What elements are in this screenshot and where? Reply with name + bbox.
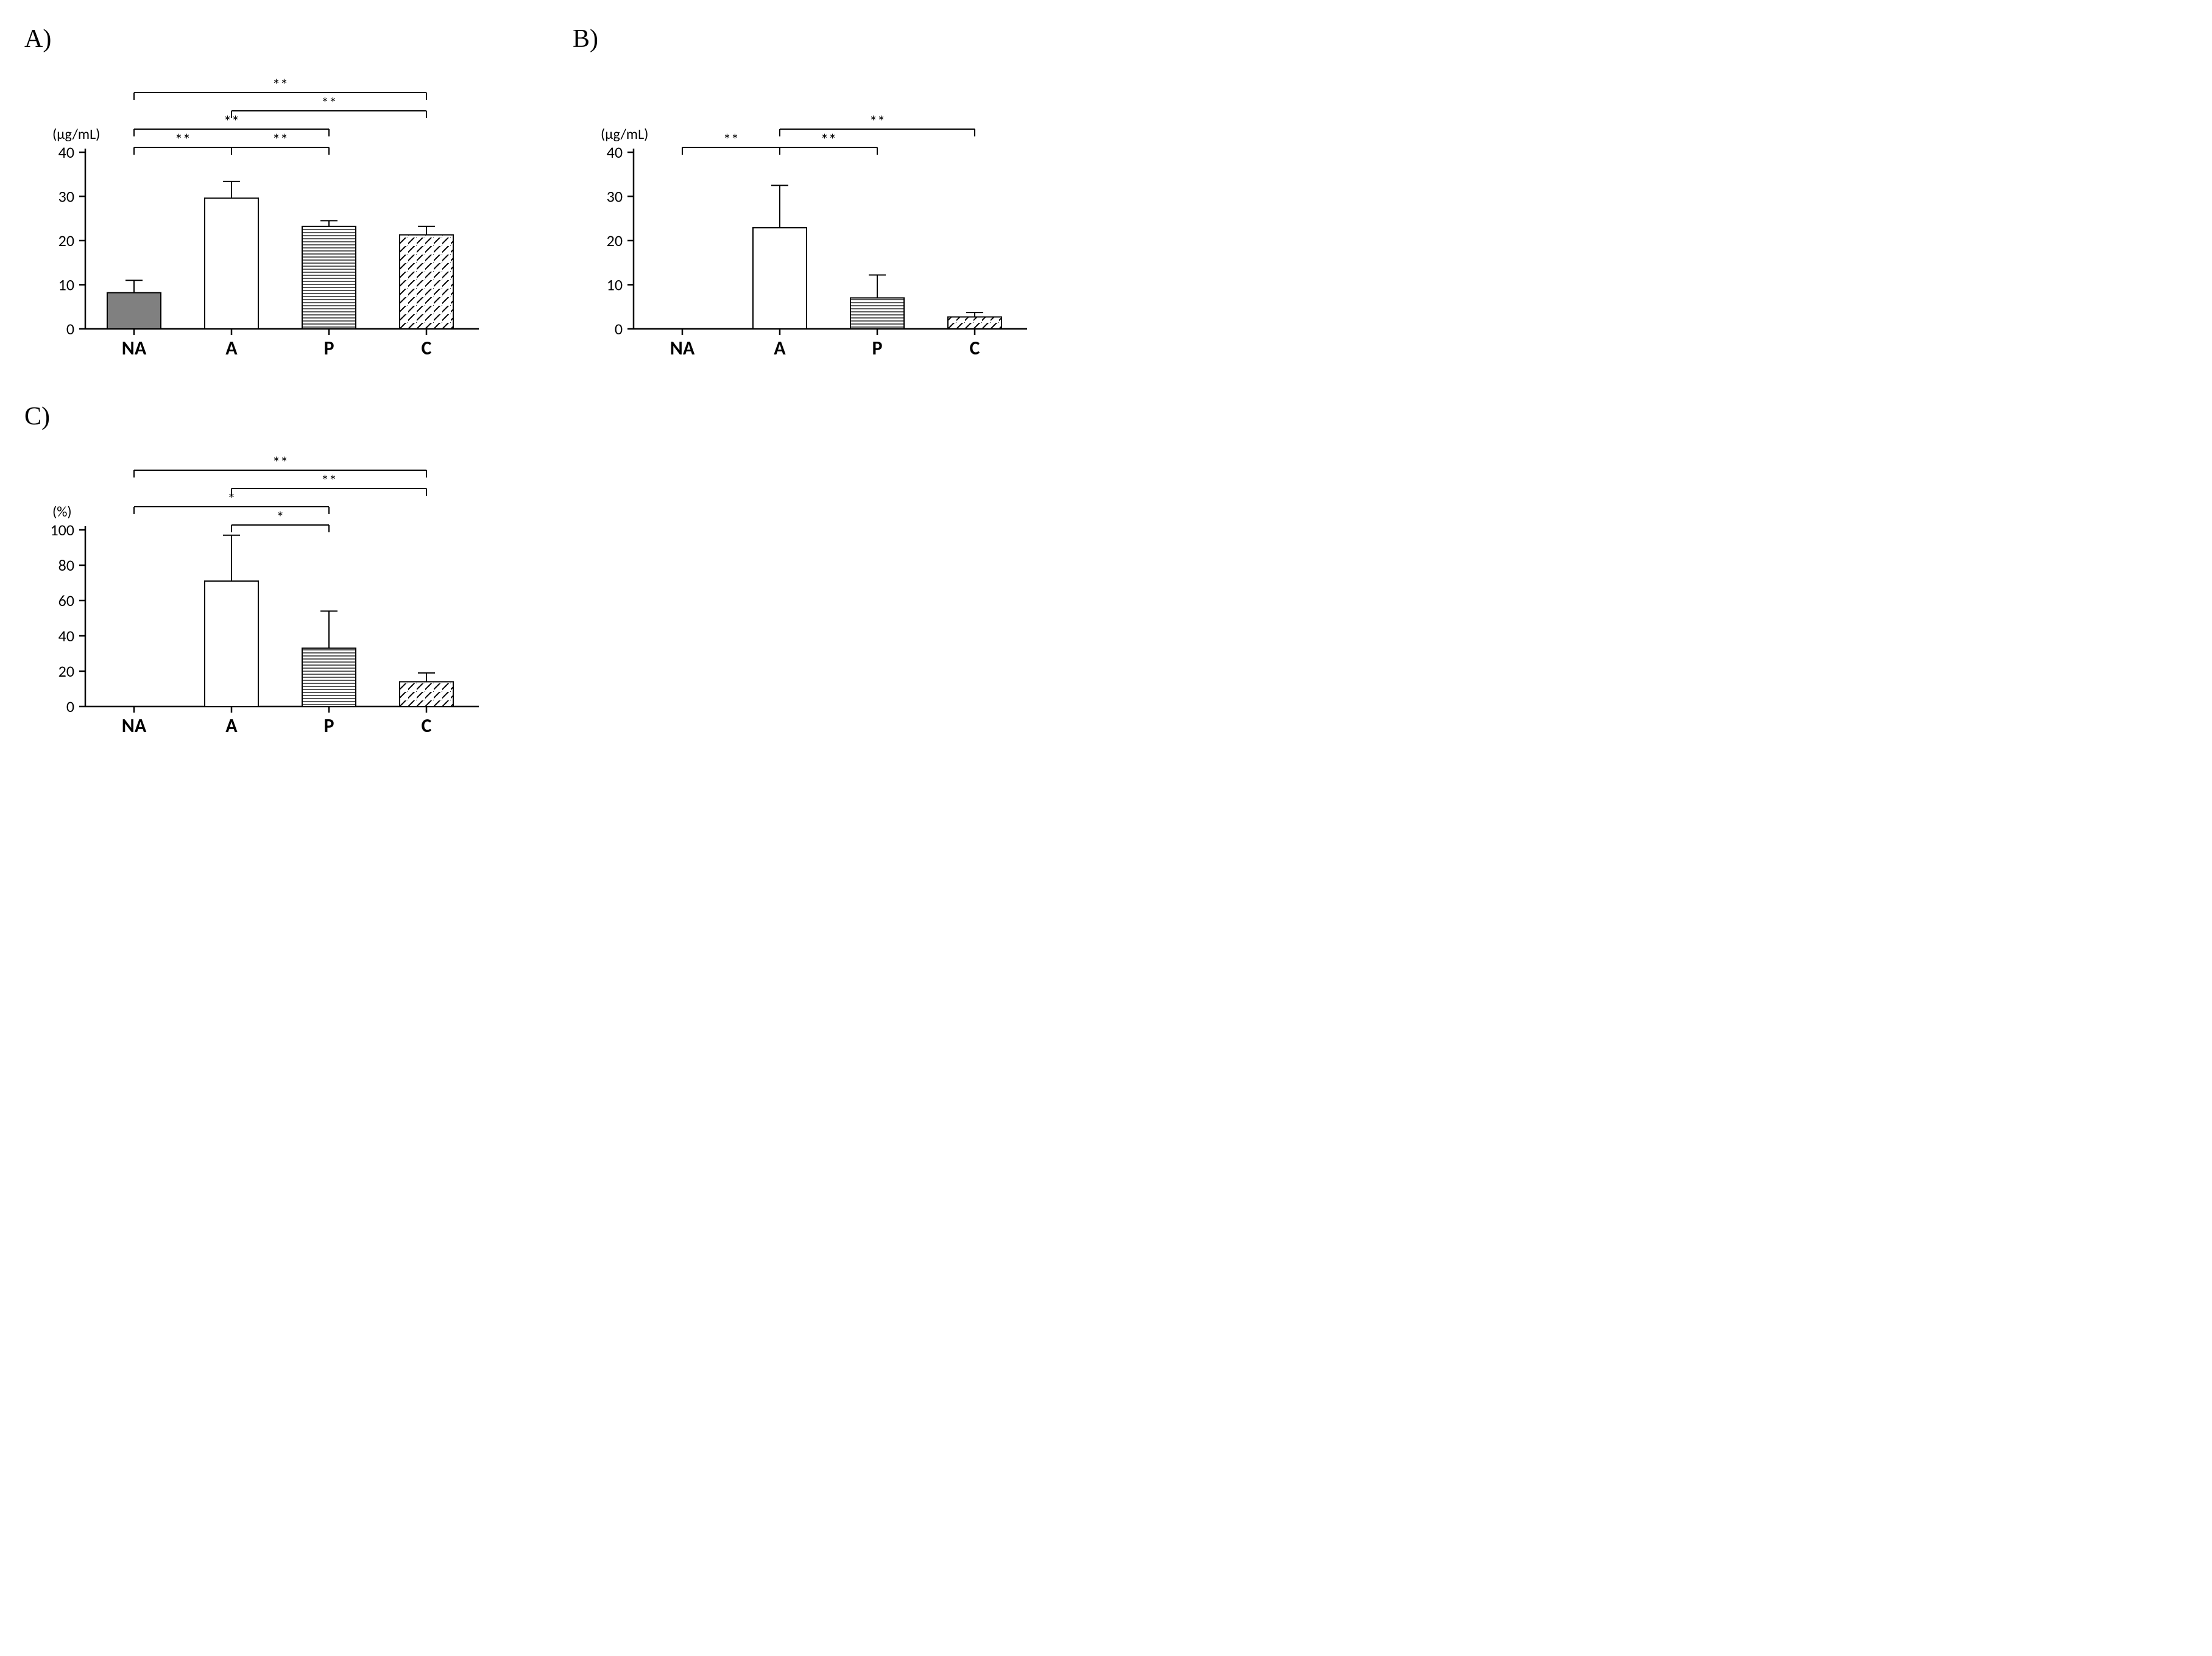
significance-label: ** bbox=[821, 130, 836, 149]
category-label: A bbox=[774, 336, 786, 360]
significance-label: ** bbox=[723, 130, 739, 149]
category-label: C bbox=[422, 714, 432, 738]
bar bbox=[400, 682, 453, 706]
category-label: NA bbox=[122, 336, 147, 360]
svg-text:10: 10 bbox=[58, 275, 74, 295]
significance-label: ** bbox=[272, 75, 288, 94]
svg-text:(μg/mL): (μg/mL) bbox=[52, 125, 100, 143]
panel-c-chart: 020406080100(%)NAAPC****** bbox=[24, 402, 487, 743]
category-label: P bbox=[323, 336, 334, 360]
category-label: P bbox=[872, 336, 882, 360]
svg-text:20: 20 bbox=[58, 661, 74, 681]
panel-a-chart: 010203040(μg/mL)NAAPC********** bbox=[24, 24, 487, 365]
significance-label: ** bbox=[321, 93, 337, 113]
svg-text:10: 10 bbox=[607, 275, 623, 295]
panel-c: C) 020406080100(%)NAAPC****** bbox=[24, 402, 512, 743]
bar bbox=[302, 227, 356, 329]
category-label: NA bbox=[670, 336, 695, 360]
panel-a-label: A) bbox=[24, 24, 51, 54]
bar bbox=[753, 228, 807, 329]
svg-text:30: 30 bbox=[607, 187, 623, 206]
svg-text:20: 20 bbox=[607, 231, 623, 250]
svg-text:40: 40 bbox=[58, 626, 74, 646]
panel-b-chart: 0 10 20 30 40(μg/mL) NA A P C ** ** ** bbox=[573, 24, 1036, 365]
significance-label: ** bbox=[272, 453, 288, 472]
panel-c-label: C) bbox=[24, 402, 50, 431]
bar bbox=[205, 581, 258, 706]
svg-text:0: 0 bbox=[66, 697, 74, 716]
bar bbox=[850, 298, 904, 329]
category-label: A bbox=[225, 714, 238, 738]
bar bbox=[400, 235, 453, 329]
category-label: P bbox=[323, 714, 334, 738]
svg-text:60: 60 bbox=[58, 591, 74, 610]
bar bbox=[205, 198, 258, 329]
significance-label: ** bbox=[321, 471, 337, 490]
category-label: C bbox=[422, 336, 432, 360]
category-label: A bbox=[225, 336, 238, 360]
bar bbox=[107, 293, 161, 329]
category-label: NA bbox=[122, 714, 147, 738]
significance-label: ** bbox=[175, 130, 191, 149]
bar bbox=[302, 648, 356, 706]
panel-b-label: B) bbox=[573, 24, 598, 54]
figure-grid: A) 010203040(μg/mL)NAAPC********** B) 01… bbox=[24, 24, 1060, 743]
svg-text:100: 100 bbox=[50, 520, 74, 540]
bar bbox=[948, 317, 1002, 329]
significance-label: ** bbox=[869, 111, 885, 131]
category-label: C bbox=[970, 336, 980, 360]
svg-text:0: 0 bbox=[615, 319, 623, 339]
significance-label: ** bbox=[272, 130, 288, 149]
panel-a: A) 010203040(μg/mL)NAAPC********** bbox=[24, 24, 512, 365]
svg-text:30: 30 bbox=[58, 187, 74, 206]
svg-text:(μg/mL): (μg/mL) bbox=[601, 125, 648, 143]
svg-text:40: 40 bbox=[58, 143, 74, 162]
svg-text:80: 80 bbox=[58, 555, 74, 575]
panel-b: B) 0 10 20 30 40(μg/mL) NA A P C ** ** ** bbox=[573, 24, 1060, 365]
svg-text:(%): (%) bbox=[52, 503, 72, 521]
svg-text:0: 0 bbox=[66, 319, 74, 339]
svg-text:20: 20 bbox=[58, 231, 74, 250]
svg-text:40: 40 bbox=[607, 143, 623, 162]
significance-label: * bbox=[277, 507, 284, 527]
